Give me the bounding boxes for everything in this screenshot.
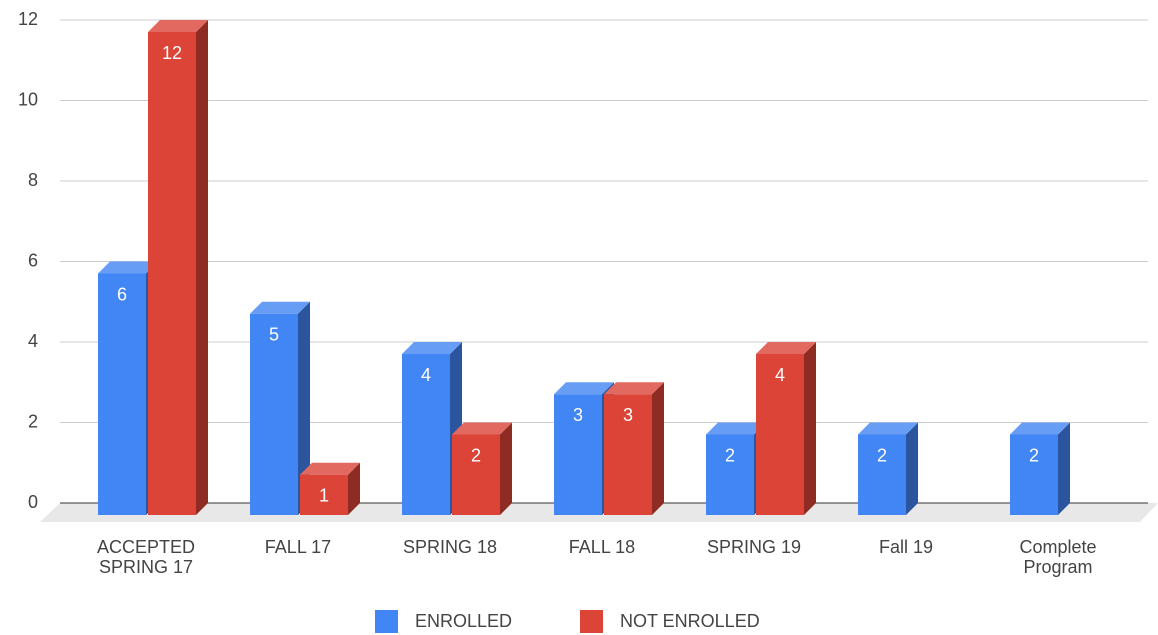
x-tick-label: Complete Program bbox=[1019, 537, 1097, 577]
y-tick-label: 4 bbox=[28, 331, 38, 351]
bar-top bbox=[300, 462, 360, 475]
bar bbox=[250, 313, 298, 515]
bar bbox=[554, 394, 602, 515]
bar-top bbox=[554, 382, 614, 395]
data-label: 5 bbox=[269, 325, 279, 345]
x-tick-label: FALL 17 bbox=[264, 537, 332, 557]
y-tick-label: 6 bbox=[28, 250, 38, 270]
x-tick-label: FALL 18 bbox=[568, 537, 636, 557]
bar bbox=[604, 394, 652, 515]
bar-top bbox=[1010, 422, 1070, 435]
bar bbox=[402, 354, 450, 515]
data-label: 12 bbox=[162, 43, 182, 63]
y-tick-label: 2 bbox=[28, 411, 38, 431]
bar-side bbox=[298, 301, 310, 515]
bar bbox=[756, 354, 804, 515]
bar-side bbox=[906, 422, 918, 515]
data-label: 2 bbox=[471, 445, 481, 465]
bar-top bbox=[858, 422, 918, 435]
data-label: 2 bbox=[725, 445, 735, 465]
x-tick-label: SPRING 19 bbox=[706, 537, 802, 557]
bar-side bbox=[500, 422, 512, 515]
bar-top bbox=[402, 342, 462, 354]
y-tick-label: 0 bbox=[28, 492, 38, 512]
data-label: 2 bbox=[1029, 445, 1039, 465]
bar-side bbox=[348, 462, 360, 515]
bar-top bbox=[452, 422, 512, 435]
legend-swatch bbox=[375, 610, 398, 633]
y-tick-label: 12 bbox=[18, 9, 38, 29]
data-label: 3 bbox=[573, 405, 583, 425]
bar-top bbox=[98, 261, 158, 274]
data-label: 3 bbox=[623, 405, 633, 425]
bar-top bbox=[148, 20, 208, 32]
data-label: 4 bbox=[775, 365, 785, 385]
data-label: 1 bbox=[319, 486, 329, 506]
legend-label: NOT ENROLLED bbox=[620, 611, 760, 631]
bar-side bbox=[196, 20, 208, 515]
x-tick-label: Fall 19 bbox=[878, 537, 934, 557]
data-label: 6 bbox=[117, 284, 127, 304]
bar bbox=[858, 434, 906, 515]
bar-side bbox=[1058, 422, 1070, 515]
bar-top bbox=[706, 422, 766, 435]
y-tick-label: 8 bbox=[28, 170, 38, 190]
bar-top bbox=[250, 301, 310, 314]
bar bbox=[706, 434, 754, 515]
bar bbox=[98, 273, 146, 515]
bar bbox=[148, 32, 196, 515]
bar-top bbox=[756, 342, 816, 354]
bar bbox=[1010, 434, 1058, 515]
x-tick-label: SPRING 18 bbox=[402, 537, 498, 557]
legend-swatch bbox=[580, 610, 603, 633]
legend-label: ENROLLED bbox=[415, 611, 512, 631]
bar bbox=[300, 474, 348, 515]
bar-side bbox=[804, 342, 816, 515]
y-tick-label: 10 bbox=[18, 89, 38, 109]
x-tick-label: ACCEPTED SPRING 17 bbox=[96, 537, 195, 577]
data-label: 4 bbox=[421, 365, 431, 385]
bar-top bbox=[604, 382, 664, 395]
bar-side bbox=[652, 382, 664, 515]
data-label: 2 bbox=[877, 445, 887, 465]
bar bbox=[452, 434, 500, 515]
